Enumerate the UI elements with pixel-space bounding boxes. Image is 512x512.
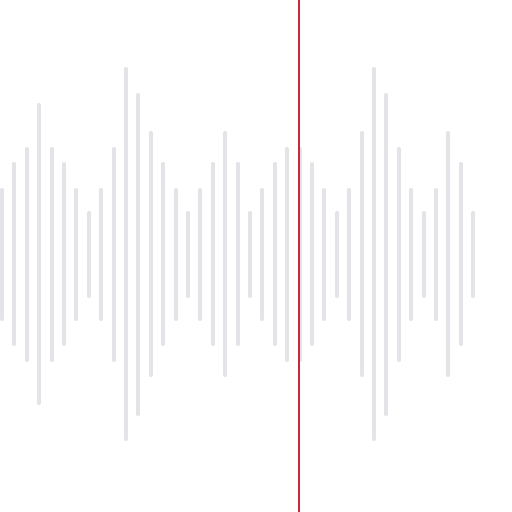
waveform-bar: [260, 188, 264, 321]
waveform-bar: [211, 162, 215, 346]
waveform-bar: [0, 188, 4, 321]
waveform-bar: [236, 162, 240, 346]
waveform-bar: [37, 103, 41, 405]
waveform-bar: [198, 188, 202, 321]
waveform-bar: [372, 67, 376, 441]
waveform-bar: [186, 211, 190, 298]
waveform-bar: [384, 93, 388, 416]
waveform-bar: [62, 162, 66, 346]
waveform-bar: [298, 147, 302, 362]
waveform-bar: [74, 188, 78, 321]
waveform-bar: [409, 188, 413, 321]
waveform-bar: [322, 188, 326, 321]
playhead[interactable]: [298, 0, 300, 512]
waveform-bar: [12, 162, 16, 346]
waveform-bar: [174, 188, 178, 321]
waveform-bar: [397, 147, 401, 362]
waveform-bar: [422, 211, 426, 298]
waveform-bar: [149, 131, 153, 377]
waveform-bar: [273, 162, 277, 346]
waveform-bar: [459, 162, 463, 346]
waveform-bar: [136, 93, 140, 416]
waveform-bar: [112, 147, 116, 362]
waveform-bar: [248, 211, 252, 298]
waveform-bar: [50, 147, 54, 362]
waveform-bar: [434, 188, 438, 321]
waveform-bar: [87, 211, 91, 298]
waveform-bar: [347, 188, 351, 321]
waveform-bar: [161, 162, 165, 346]
waveform-bar: [285, 147, 289, 362]
waveform-bar: [446, 131, 450, 377]
waveform-bar: [25, 147, 29, 362]
waveform-bar: [360, 131, 364, 377]
waveform-bar: [223, 131, 227, 377]
waveform-bar: [471, 211, 475, 298]
waveform-bar: [99, 188, 103, 321]
waveform-bar: [310, 162, 314, 346]
waveform-bar: [335, 211, 339, 298]
waveform-bar: [124, 67, 128, 441]
